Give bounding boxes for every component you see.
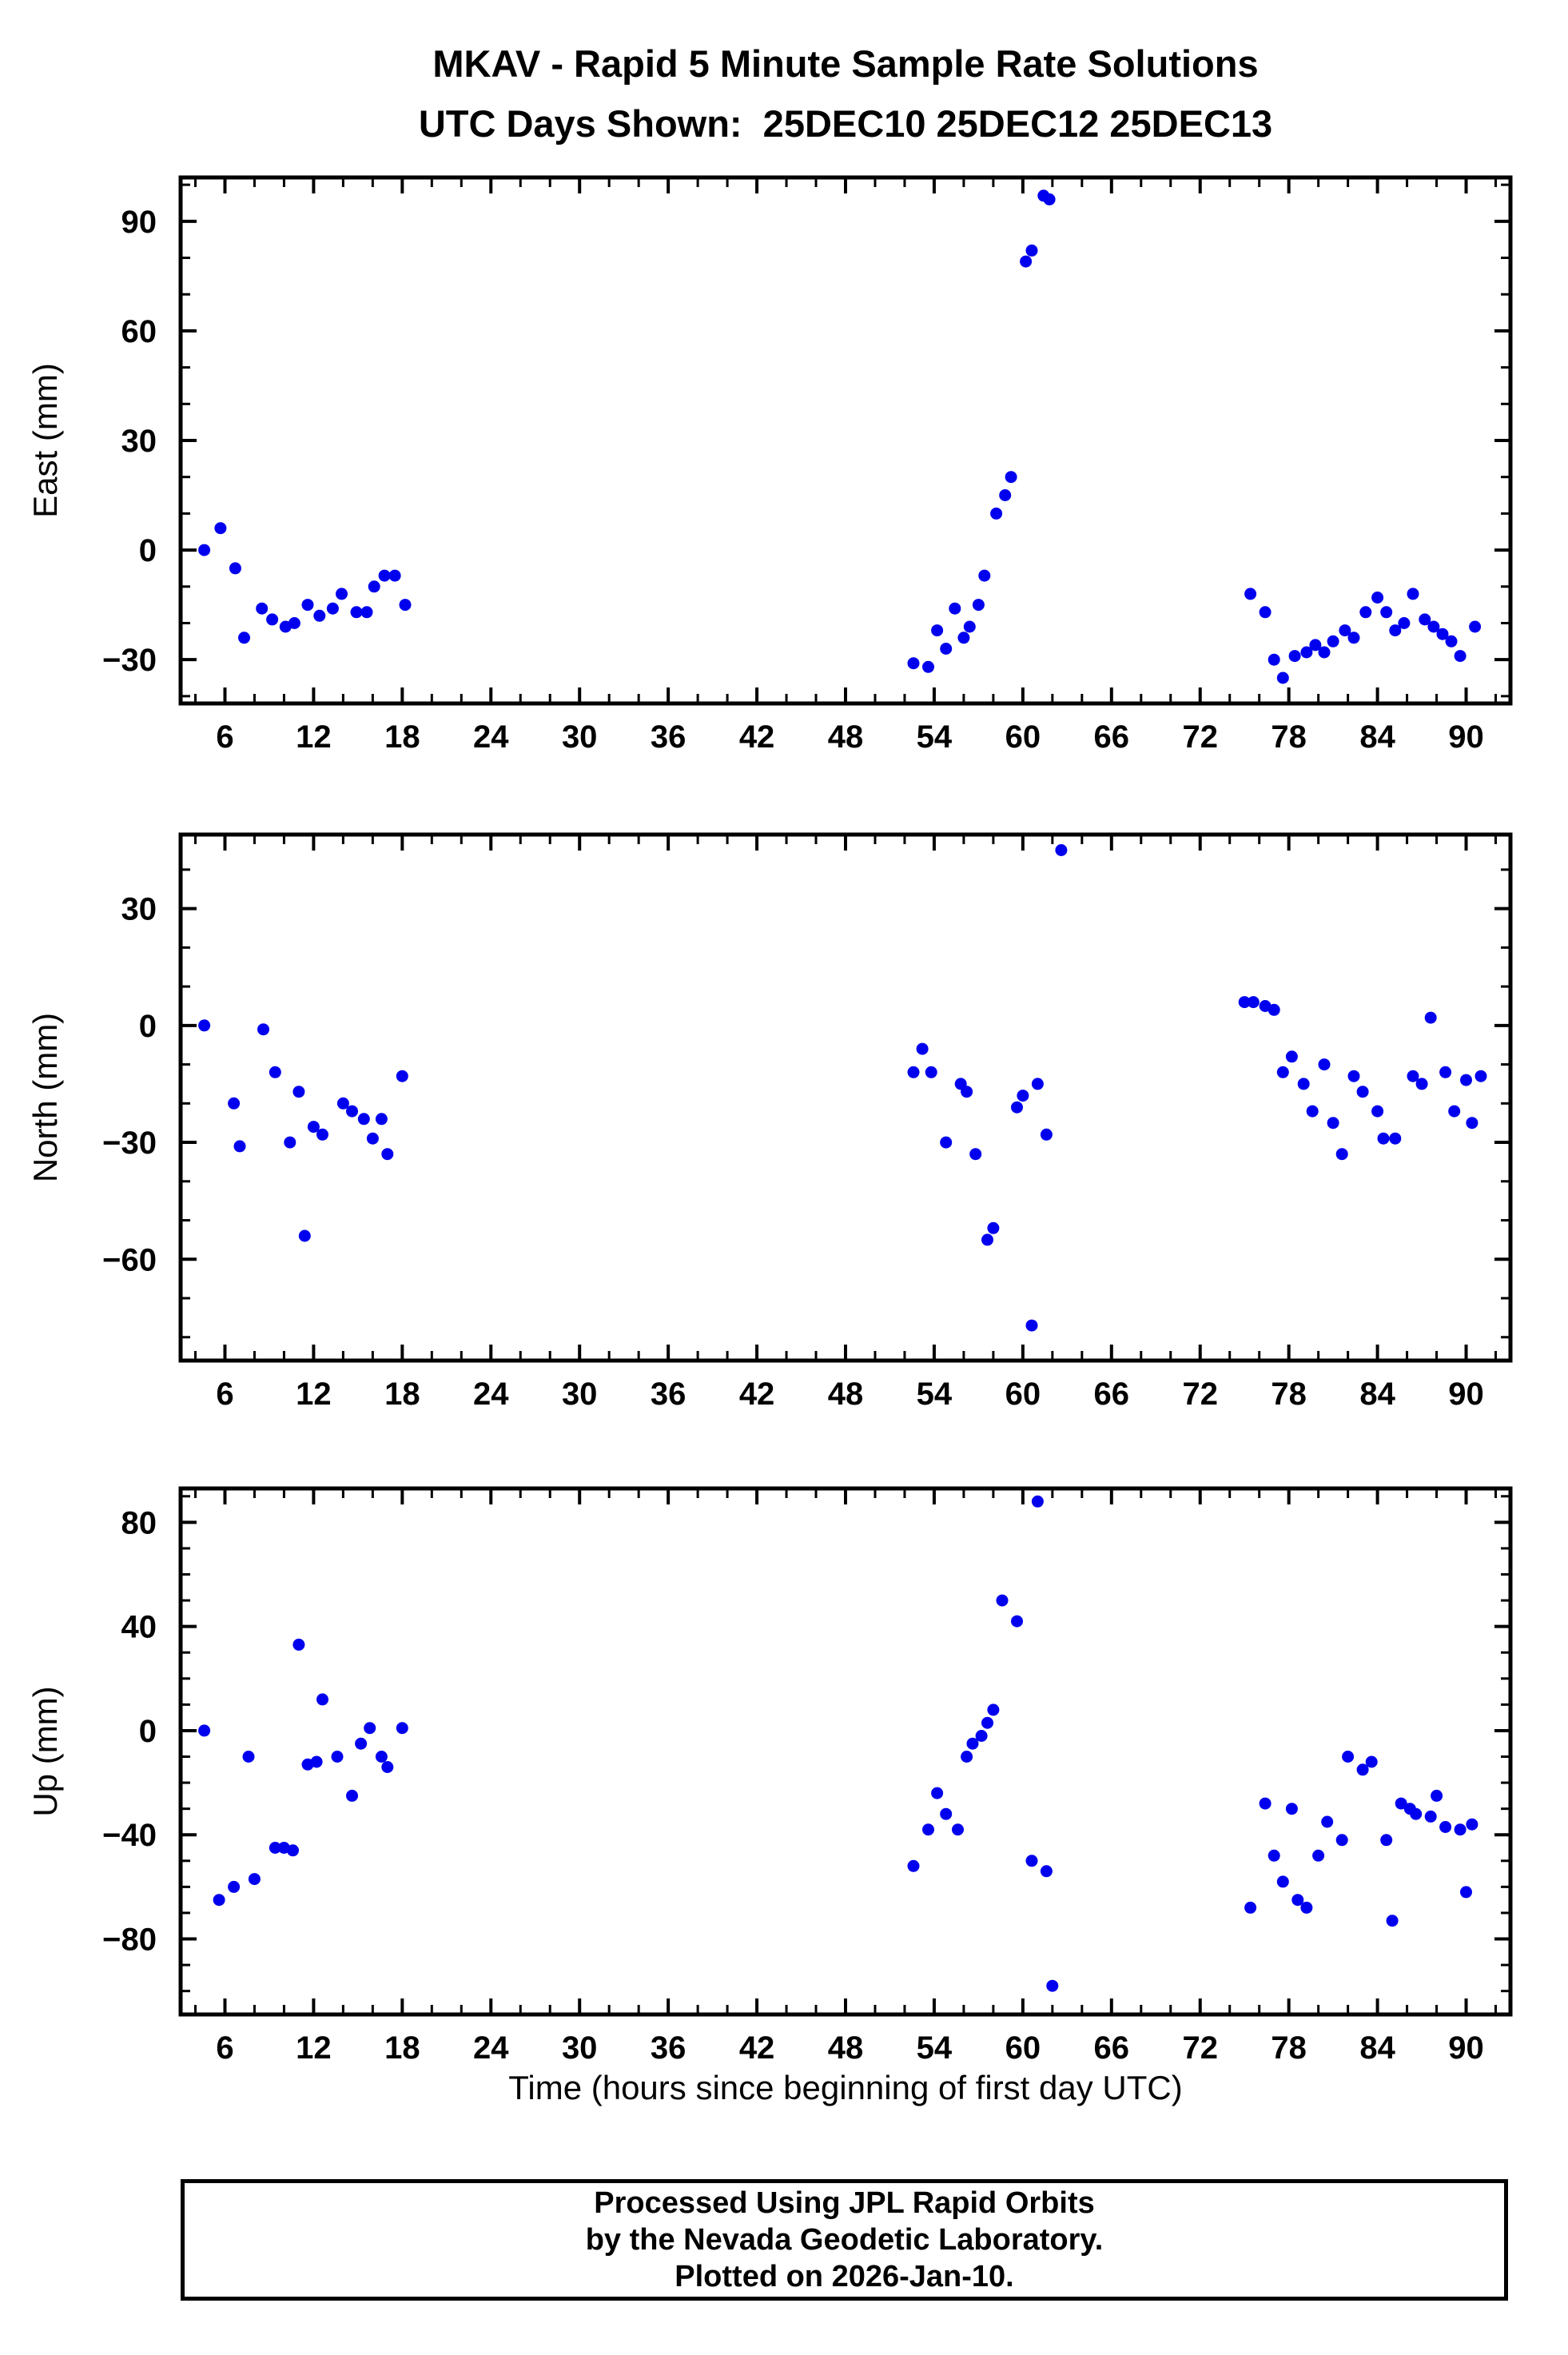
svg-text:90: 90 bbox=[1448, 1377, 1484, 1412]
svg-text:72: 72 bbox=[1182, 719, 1218, 755]
svg-text:30: 30 bbox=[562, 1377, 598, 1412]
svg-text:48: 48 bbox=[828, 719, 864, 755]
svg-text:48: 48 bbox=[828, 2030, 864, 2066]
up-points bbox=[198, 1495, 1478, 1992]
up-axis-label: Up (mm) bbox=[26, 1686, 64, 1816]
svg-text:−30: −30 bbox=[102, 643, 157, 678]
svg-text:80: 80 bbox=[121, 1505, 157, 1540]
chart-subtitle: UTC Days Shown: 25DEC10 25DEC12 25DEC13 bbox=[418, 102, 1273, 145]
svg-text:24: 24 bbox=[473, 719, 509, 755]
north-axis-label: North (mm) bbox=[26, 1013, 64, 1182]
svg-text:90: 90 bbox=[121, 205, 157, 240]
svg-text:54: 54 bbox=[917, 1377, 953, 1412]
east-points bbox=[198, 189, 1482, 684]
svg-text:18: 18 bbox=[384, 2030, 420, 2066]
svg-text:60: 60 bbox=[1005, 719, 1041, 755]
svg-text:24: 24 bbox=[473, 2030, 509, 2066]
svg-text:0: 0 bbox=[139, 1714, 157, 1749]
svg-text:6: 6 bbox=[216, 1377, 233, 1412]
svg-text:54: 54 bbox=[917, 2030, 953, 2066]
svg-text:18: 18 bbox=[384, 1377, 420, 1412]
svg-text:30: 30 bbox=[562, 719, 598, 755]
svg-text:0: 0 bbox=[139, 533, 157, 568]
svg-text:−40: −40 bbox=[102, 1818, 157, 1853]
svg-text:36: 36 bbox=[651, 719, 686, 755]
svg-text:30: 30 bbox=[121, 424, 157, 459]
svg-text:6: 6 bbox=[216, 719, 233, 755]
svg-text:78: 78 bbox=[1271, 2030, 1307, 2066]
svg-text:36: 36 bbox=[651, 2030, 686, 2066]
svg-text:66: 66 bbox=[1094, 2030, 1130, 2066]
scatter-panels-svg: 6 12 18 24 30 36 42 48 54 60 66 72 78 84 90−300306090E… bbox=[26, 175, 1513, 2066]
svg-text:12: 12 bbox=[296, 1377, 332, 1412]
svg-text:12: 12 bbox=[296, 2030, 332, 2066]
svg-text:66: 66 bbox=[1094, 719, 1130, 755]
east-axis-label: East (mm) bbox=[26, 363, 64, 518]
svg-text:12: 12 bbox=[296, 719, 332, 755]
svg-text:60: 60 bbox=[1005, 1377, 1041, 1412]
svg-text:54: 54 bbox=[917, 719, 953, 755]
svg-text:84: 84 bbox=[1359, 1377, 1395, 1412]
svg-text:60: 60 bbox=[1005, 2030, 1041, 2066]
svg-text:48: 48 bbox=[828, 1377, 864, 1412]
svg-text:−80: −80 bbox=[102, 1923, 157, 1958]
svg-text:72: 72 bbox=[1182, 2030, 1218, 2066]
svg-text:60: 60 bbox=[121, 314, 157, 349]
svg-text:36: 36 bbox=[651, 1377, 686, 1412]
svg-text:78: 78 bbox=[1271, 1377, 1307, 1412]
svg-text:6: 6 bbox=[216, 2030, 233, 2066]
svg-text:90: 90 bbox=[1448, 2030, 1484, 2066]
svg-text:−60: −60 bbox=[102, 1242, 157, 1277]
svg-text:42: 42 bbox=[739, 1377, 775, 1412]
x-axis-label: Time (hours since beginning of first day… bbox=[508, 2069, 1183, 2106]
svg-text:0: 0 bbox=[139, 1009, 157, 1044]
svg-text:84: 84 bbox=[1359, 2030, 1395, 2066]
east-panel: 6 12 18 24 30 36 42 48 54 60 66 72 78 84 90 −30 0 30 60 90 E… bbox=[26, 175, 1513, 755]
footer-line-3: Plotted on 2026-Jan-10. bbox=[675, 2260, 1014, 2293]
chart-title: MKAV - Rapid 5 Minute Sample Rate Soluti… bbox=[432, 42, 1259, 85]
north-points bbox=[198, 844, 1487, 1332]
svg-text:24: 24 bbox=[473, 1377, 509, 1412]
svg-text:42: 42 bbox=[739, 719, 775, 755]
svg-text:30: 30 bbox=[562, 2030, 598, 2066]
svg-text:72: 72 bbox=[1182, 1377, 1218, 1412]
footer-box: Processed Using JPL Rapid Orbits by the … bbox=[181, 2179, 1508, 2301]
north-panel: 6 12 18 24 30 36 42 48 54 60 66 72 78 84 90 −60 −30 0 30 No… bbox=[26, 832, 1513, 1412]
svg-text:78: 78 bbox=[1271, 719, 1307, 755]
svg-text:42: 42 bbox=[739, 2030, 775, 2066]
up-panel: 6 12 18 24 30 36 42 48 54 60 66 72 78 84 90 −80 −40 0 40 80… bbox=[26, 1486, 1513, 2066]
svg-text:90: 90 bbox=[1448, 719, 1484, 755]
footer-line-1: Processed Using JPL Rapid Orbits bbox=[594, 2186, 1095, 2220]
svg-text:40: 40 bbox=[121, 1610, 157, 1645]
svg-text:−30: −30 bbox=[102, 1126, 157, 1161]
footer-line-2: by the Nevada Geodetic Laboratory. bbox=[585, 2223, 1104, 2257]
svg-text:30: 30 bbox=[121, 892, 157, 927]
svg-text:84: 84 bbox=[1359, 719, 1395, 755]
svg-text:66: 66 bbox=[1094, 1377, 1130, 1412]
svg-text:18: 18 bbox=[384, 719, 420, 755]
